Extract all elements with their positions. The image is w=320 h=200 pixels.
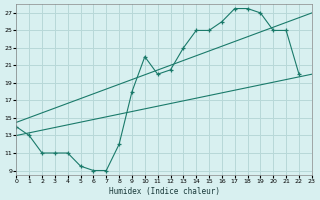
X-axis label: Humidex (Indice chaleur): Humidex (Indice chaleur) xyxy=(108,187,220,196)
